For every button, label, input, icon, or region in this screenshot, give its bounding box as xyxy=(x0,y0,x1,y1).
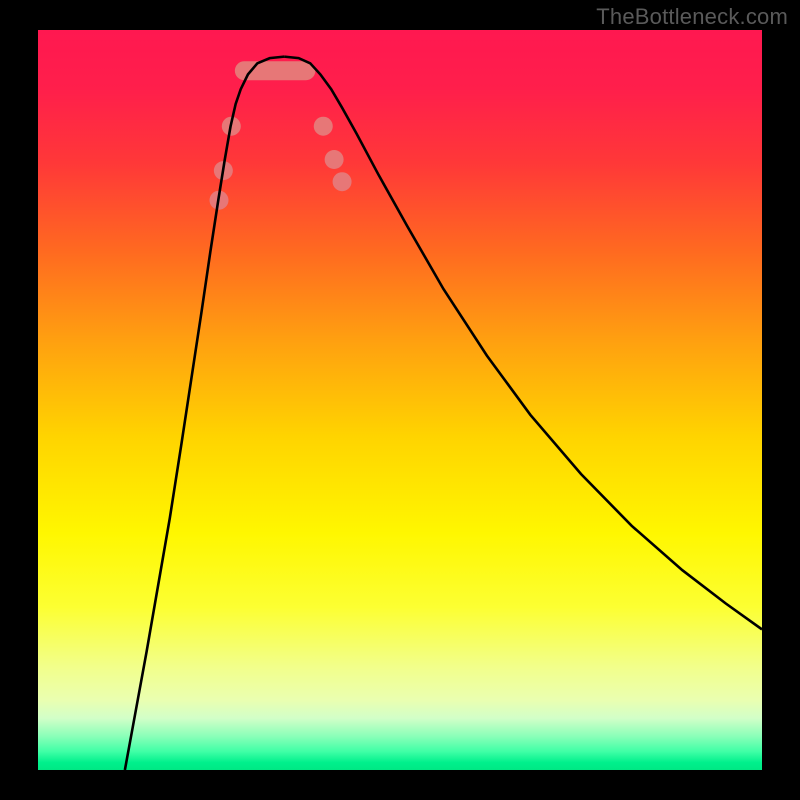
bottleneck-curves xyxy=(38,30,762,770)
marker-band xyxy=(210,71,352,210)
plot-area xyxy=(38,30,762,770)
curve-right xyxy=(284,57,762,630)
watermark: TheBottleneck.com xyxy=(596,4,788,30)
curve-left xyxy=(125,57,284,770)
